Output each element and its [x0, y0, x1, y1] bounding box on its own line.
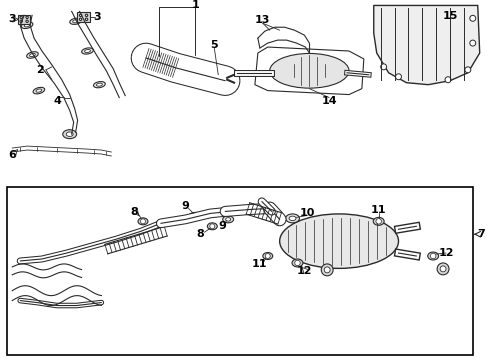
- Circle shape: [469, 40, 475, 46]
- Circle shape: [464, 67, 470, 73]
- Circle shape: [26, 16, 28, 18]
- Ellipse shape: [84, 49, 90, 53]
- Bar: [7, 187, 472, 355]
- Bar: [18, 15, 30, 24]
- Ellipse shape: [262, 253, 272, 260]
- Ellipse shape: [372, 217, 384, 225]
- Circle shape: [429, 253, 435, 259]
- Circle shape: [265, 253, 270, 258]
- Text: 1: 1: [191, 0, 199, 10]
- Ellipse shape: [207, 223, 217, 230]
- Circle shape: [469, 15, 475, 21]
- Text: 5: 5: [210, 40, 218, 50]
- Text: 3: 3: [93, 12, 101, 22]
- Circle shape: [436, 263, 448, 275]
- Ellipse shape: [269, 54, 348, 88]
- Text: 6: 6: [8, 150, 16, 160]
- Ellipse shape: [36, 89, 41, 92]
- Ellipse shape: [24, 24, 30, 27]
- Text: 11: 11: [252, 259, 267, 269]
- Circle shape: [294, 260, 300, 266]
- Ellipse shape: [225, 218, 230, 221]
- Ellipse shape: [188, 212, 202, 220]
- Ellipse shape: [21, 22, 33, 28]
- Ellipse shape: [288, 216, 295, 221]
- Text: 8: 8: [130, 207, 138, 217]
- Text: 2: 2: [36, 65, 44, 75]
- Text: 7: 7: [476, 229, 484, 239]
- Ellipse shape: [211, 74, 229, 84]
- Text: 12: 12: [437, 248, 453, 258]
- Text: 9: 9: [181, 202, 189, 211]
- Circle shape: [209, 224, 214, 229]
- Circle shape: [375, 219, 381, 224]
- Ellipse shape: [215, 76, 225, 81]
- Circle shape: [140, 219, 145, 224]
- Text: 13: 13: [255, 15, 270, 25]
- Circle shape: [444, 77, 450, 83]
- Text: 12: 12: [296, 266, 311, 276]
- Ellipse shape: [70, 18, 81, 24]
- Circle shape: [85, 14, 87, 17]
- Ellipse shape: [29, 53, 35, 57]
- Circle shape: [26, 20, 28, 22]
- Circle shape: [79, 18, 81, 21]
- Circle shape: [85, 18, 87, 21]
- Bar: [77, 12, 90, 22]
- Ellipse shape: [27, 52, 38, 58]
- Circle shape: [79, 14, 81, 17]
- Text: 9: 9: [218, 221, 225, 231]
- Circle shape: [395, 74, 401, 80]
- Ellipse shape: [96, 83, 102, 86]
- Ellipse shape: [291, 259, 302, 267]
- Polygon shape: [373, 5, 479, 85]
- Circle shape: [380, 64, 386, 70]
- Ellipse shape: [285, 214, 299, 223]
- Text: 8: 8: [196, 229, 204, 239]
- Text: 3: 3: [8, 14, 16, 24]
- Ellipse shape: [427, 252, 438, 260]
- Ellipse shape: [192, 215, 199, 219]
- Ellipse shape: [222, 216, 233, 223]
- Ellipse shape: [66, 132, 73, 136]
- Circle shape: [20, 16, 22, 18]
- Ellipse shape: [142, 56, 149, 60]
- Ellipse shape: [81, 48, 93, 54]
- Ellipse shape: [279, 214, 398, 269]
- Ellipse shape: [139, 54, 153, 62]
- Text: 15: 15: [442, 11, 457, 21]
- Text: 10: 10: [299, 208, 314, 219]
- Text: 11: 11: [370, 206, 386, 215]
- Ellipse shape: [93, 82, 105, 88]
- Ellipse shape: [33, 87, 44, 94]
- Ellipse shape: [138, 218, 148, 225]
- Ellipse shape: [73, 20, 79, 23]
- Ellipse shape: [62, 130, 77, 139]
- Circle shape: [324, 267, 329, 273]
- Circle shape: [439, 266, 445, 272]
- Circle shape: [20, 20, 22, 22]
- Text: 14: 14: [321, 95, 336, 105]
- Circle shape: [321, 264, 332, 276]
- Text: 4: 4: [54, 95, 61, 105]
